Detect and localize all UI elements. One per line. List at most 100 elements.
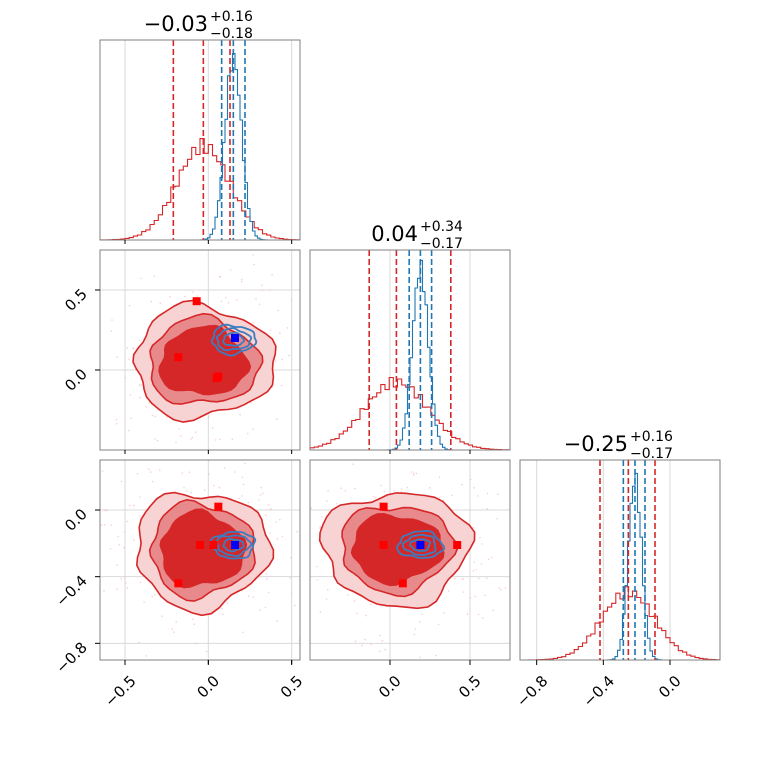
red-square-marker [379,541,388,549]
background-sample-point [374,496,377,499]
background-sample-point [126,520,128,523]
background-sample-point [238,497,240,500]
background-sample-point [414,628,417,630]
background-sample-point [259,609,261,612]
blue-square-marker [416,541,425,549]
red-contour-line [158,324,252,396]
background-sample-point [498,587,501,589]
background-sample-point [126,587,129,589]
background-sample-point [265,578,268,580]
background-sample-point [169,296,171,298]
background-sample-point [159,302,162,305]
background-sample-point [281,535,284,538]
background-sample-point [196,295,199,297]
background-sample-point [496,518,498,520]
background-sample-point [103,509,106,511]
background-sample-point [474,595,477,598]
background-sample-point [188,471,191,474]
background-sample-point [240,278,243,281]
title-upper-error: +0.16 [630,429,673,445]
background-sample-point [462,578,465,580]
background-sample-point [379,634,381,637]
background-sample-point [213,484,215,487]
background-sample-point [145,406,147,408]
background-sample-point [477,495,479,497]
background-sample-point [497,493,499,496]
background-sample-point [231,438,234,441]
background-sample-point [154,438,156,440]
background-sample-point [316,565,318,568]
background-sample-point [406,486,409,489]
background-sample-point [110,330,113,333]
background-sample-point [139,515,141,517]
background-sample-point [261,492,264,495]
background-sample-point [326,500,328,502]
background-sample-point [139,496,141,498]
background-sample-point [443,612,445,614]
background-sample-point [472,526,475,529]
background-sample-point [279,518,281,521]
background-sample-point [335,502,338,505]
red-contour-line [132,299,277,423]
background-sample-point [244,462,246,465]
background-sample-point [111,319,113,321]
background-sample-point [218,486,221,489]
scatter-panel-2 [309,459,511,664]
background-sample-point [473,486,475,489]
background-sample-point [191,436,194,439]
title-lower-error: −0.17 [630,446,673,462]
background-sample-point [279,332,281,334]
background-sample-point [241,495,243,497]
background-sample-point [438,476,441,479]
background-sample-point [220,300,223,303]
histogram-title: −0.25 +0.16−0.17 [564,429,673,462]
background-sample-point [275,418,278,421]
background-sample-point [275,521,277,523]
background-sample-point [150,300,152,303]
background-sample-point [128,304,131,307]
background-sample-point [364,638,366,641]
red-square-marker [398,579,407,588]
background-sample-point [133,504,135,507]
background-sample-point [461,483,463,486]
background-sample-point [115,418,118,421]
red-contour-line [135,491,275,617]
background-sample-point [241,476,244,479]
background-sample-point [153,275,156,278]
background-sample-point [192,618,194,620]
title-upper-error: +0.34 [420,219,463,235]
background-sample-point [268,289,271,291]
background-sample-point [473,561,476,563]
background-sample-point [255,297,257,300]
background-sample-point [123,546,125,549]
background-sample-point [469,597,472,599]
background-sample-point [288,354,290,357]
background-sample-point [370,603,372,605]
blue-square-marker [231,541,239,549]
red-contour-line [341,506,459,598]
blue-contour-line [222,538,245,553]
background-sample-point [207,416,210,418]
background-sample-point [118,544,120,546]
background-sample-point [344,490,347,492]
red-contour-fill [159,325,251,395]
background-sample-point [116,423,118,425]
background-sample-point [413,633,416,636]
background-sample-point [418,620,421,623]
red-contour-line [318,492,476,610]
background-sample-point [151,480,154,483]
background-sample-point [139,396,141,399]
background-sample-point [293,604,296,607]
background-sample-point [275,360,277,362]
background-sample-point [347,594,349,596]
background-sample-point [353,600,356,602]
background-sample-point [128,429,130,432]
histogram-panel-2: −0.25 +0.16−0.17 [519,429,721,661]
background-sample-point [234,471,236,473]
background-sample-point [384,648,386,651]
background-sample-point [500,589,502,591]
background-sample-point [477,613,480,616]
background-sample-point [239,413,241,416]
background-sample-point [116,356,118,358]
background-sample-point [223,467,226,469]
